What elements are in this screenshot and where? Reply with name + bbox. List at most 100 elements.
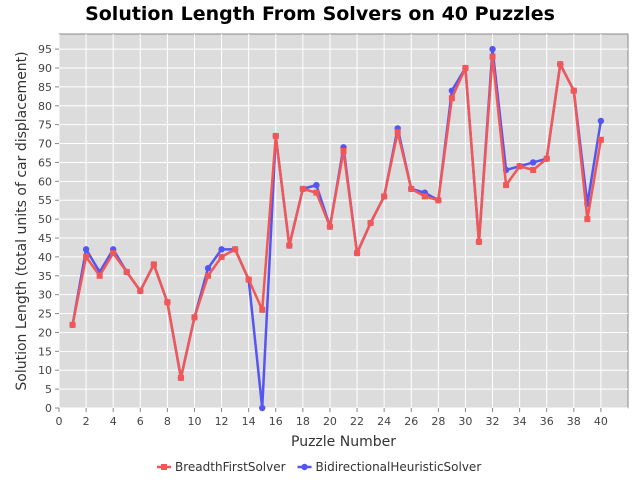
y-tick-label: 75 (38, 119, 52, 132)
data-point-circle (529, 159, 537, 166)
data-point-square (543, 155, 550, 162)
y-tick-label: 25 (38, 308, 52, 321)
data-point-square (584, 216, 591, 223)
x-tick-label: 40 (594, 415, 608, 428)
data-point-square (381, 193, 388, 200)
data-point-square (191, 314, 198, 321)
data-point-square (597, 136, 604, 143)
data-point-circle (489, 45, 496, 53)
legend-label: BidirectionalHeuristicSolver (316, 460, 482, 474)
data-point-circle (259, 404, 266, 412)
data-point-square (245, 276, 252, 283)
data-point-square (354, 250, 361, 257)
y-tick-label: 80 (38, 100, 52, 113)
x-tick-label: 8 (164, 415, 171, 428)
x-tick-label: 16 (269, 415, 283, 428)
x-tick-label: 4 (110, 415, 117, 428)
y-tick-label: 60 (38, 175, 52, 188)
data-point-square (96, 272, 103, 279)
y-tick-label: 85 (38, 81, 52, 94)
x-axis-label: Puzzle Number (291, 434, 396, 450)
y-tick-label: 0 (45, 402, 52, 415)
series-layer (69, 45, 605, 412)
data-point-circle (597, 117, 605, 125)
data-point-circle (313, 181, 320, 189)
data-point-square (272, 133, 279, 139)
plot-area (58, 33, 629, 409)
x-tick-label: 0 (56, 415, 63, 428)
series-line (71, 55, 603, 380)
legend-marker-square (161, 464, 167, 470)
legend-label: BreadthFirstSolver (175, 460, 286, 474)
data-point-circle (218, 246, 225, 253)
data-point-square (448, 95, 455, 102)
x-tick-label: 38 (567, 415, 581, 428)
data-point-square (232, 246, 239, 253)
data-point-square (286, 242, 293, 249)
data-point-square (205, 272, 212, 279)
data-point-square (408, 185, 415, 192)
data-point-square (570, 87, 577, 94)
x-tick-label: 34 (513, 415, 527, 428)
x-tick-label: 30 (458, 415, 472, 428)
data-point-square (326, 223, 333, 230)
data-point-square (313, 189, 320, 196)
legend: BreadthFirstSolver BidirectionalHeuristic… (157, 460, 481, 474)
y-tick-label: 10 (38, 364, 52, 377)
data-point-square (475, 238, 482, 245)
legend-marker-circle (301, 463, 308, 471)
x-tick-label: 32 (486, 415, 500, 428)
x-tick-label: 24 (377, 415, 391, 428)
legend-item: BreadthFirstSolver (157, 460, 286, 474)
data-point-square (83, 253, 90, 260)
y-tick-label: 70 (38, 138, 52, 151)
x-tick-label: 26 (404, 415, 418, 428)
data-point-square (177, 374, 184, 381)
data-point-square (516, 163, 523, 170)
y-tick-label: 20 (38, 326, 52, 339)
y-tick-label: 35 (38, 270, 52, 283)
data-point-circle (82, 246, 90, 253)
data-point-square (421, 193, 428, 200)
data-point-square (150, 261, 157, 268)
y-tick-label: 95 (38, 43, 52, 56)
y-tick-label: 40 (38, 251, 52, 264)
data-point-circle (204, 265, 212, 272)
series-BreadthFirstSolver (69, 53, 604, 381)
data-point-square (394, 129, 401, 136)
y-tick-label: 65 (38, 156, 52, 169)
x-tick-label: 12 (215, 415, 229, 428)
x-tick-label: 28 (431, 415, 445, 428)
data-point-square (462, 65, 469, 71)
x-tick-label: 6 (137, 415, 144, 428)
y-tick-label: 30 (38, 289, 52, 302)
x-tick-label: 2 (83, 415, 90, 428)
chart-title: Solution Length From Solvers on 40 Puzzl… (85, 3, 555, 25)
x-tick-label: 36 (540, 415, 554, 428)
data-point-square (110, 250, 117, 257)
y-tick-label: 5 (45, 383, 52, 396)
data-point-square (557, 61, 564, 68)
data-point-square (367, 219, 374, 226)
data-point-square (299, 185, 306, 192)
y-axis-label: Solution Length (total units of car disp… (14, 51, 30, 390)
y-tick-label: 90 (38, 62, 52, 75)
data-point-square (503, 182, 510, 189)
axes: 0 5 10 15 20 25 30 35 40 45 50 55 60 65 70 75 80 85 90 95 0 2… (38, 43, 608, 428)
y-tick-label: 50 (38, 213, 52, 226)
y-tick-label: 45 (38, 232, 52, 245)
data-point-square (435, 197, 442, 204)
data-point-square (137, 287, 144, 294)
y-tick-label: 15 (38, 345, 52, 358)
y-tick-label: 55 (38, 194, 52, 207)
data-point-square (164, 299, 171, 306)
data-point-square (69, 321, 76, 328)
data-point-square (218, 253, 225, 260)
data-point-square (489, 53, 496, 60)
x-tick-label: 18 (296, 415, 310, 428)
x-tick-label: 22 (350, 415, 364, 428)
data-point-square (123, 269, 130, 275)
x-tick-label: 20 (323, 415, 337, 428)
x-tick-label: 14 (242, 415, 256, 428)
